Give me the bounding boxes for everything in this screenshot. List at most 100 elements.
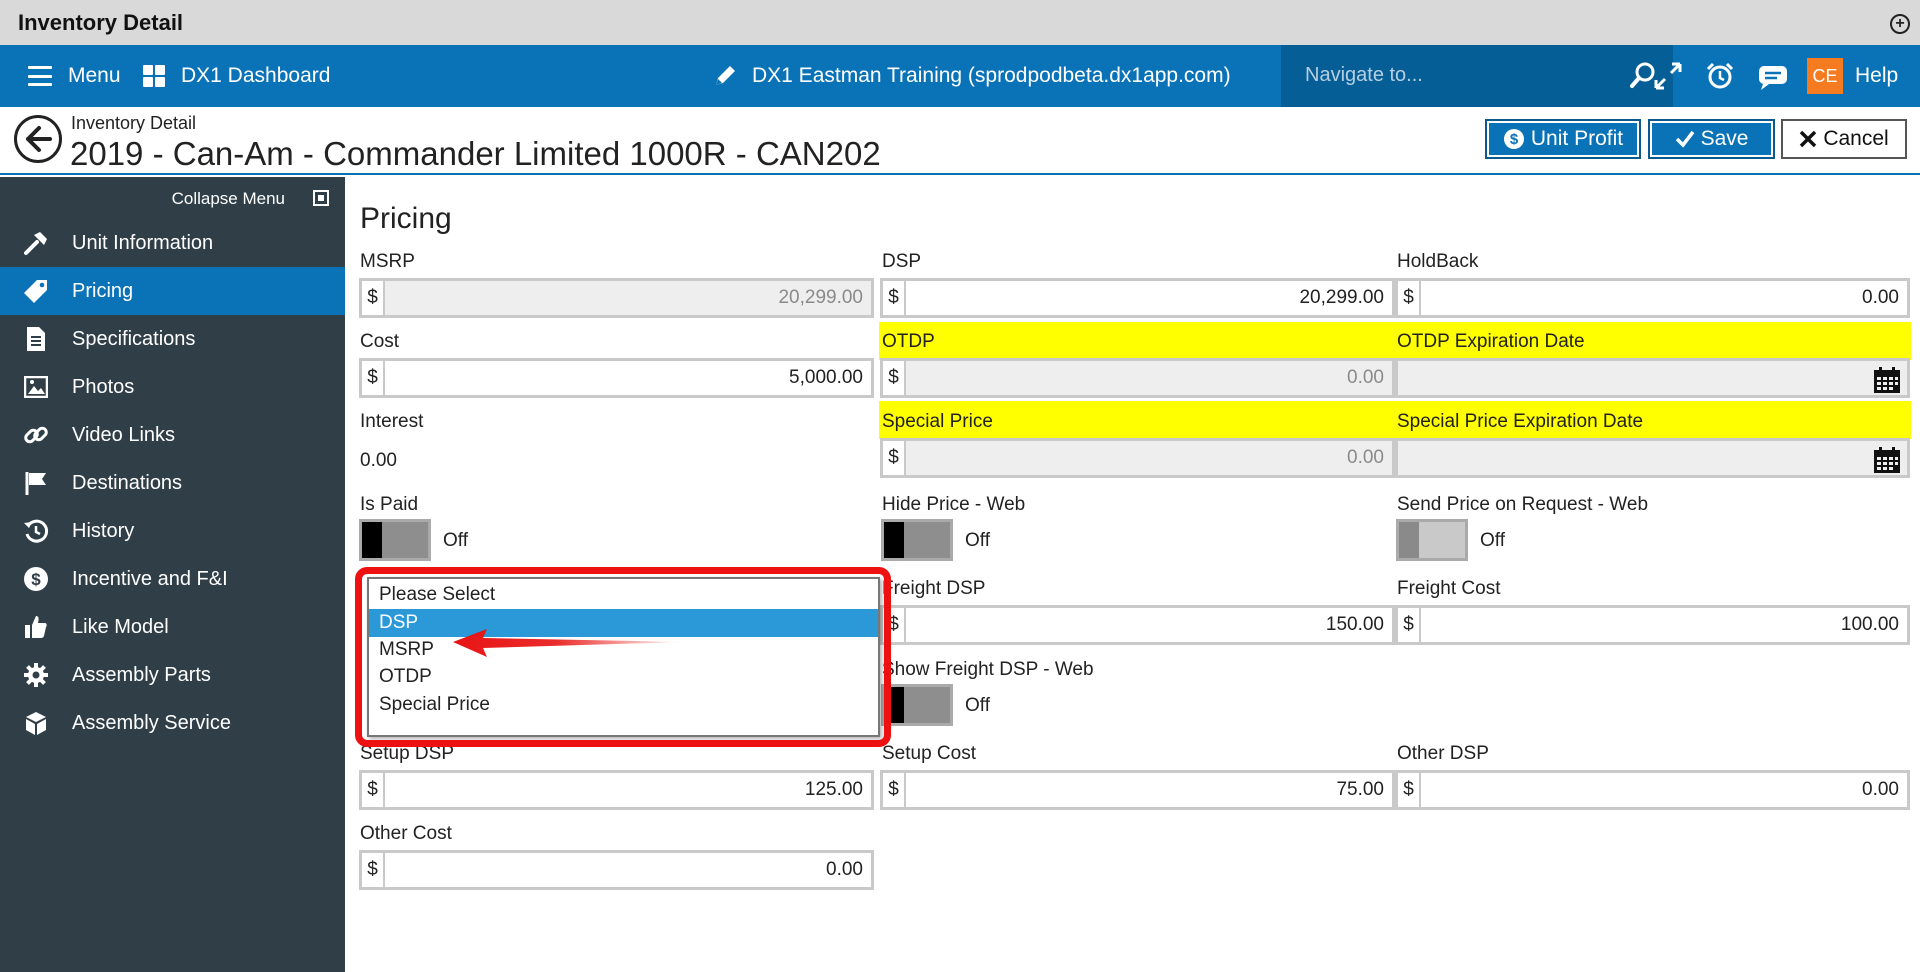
cost-value[interactable]: 5,000.00 — [789, 367, 863, 388]
special-price-value: 0.00 — [906, 441, 1392, 475]
hide-price-web-toggle[interactable] — [881, 519, 953, 561]
sidebar-item-incentive-fi[interactable]: $ Incentive and F&I — [0, 555, 345, 603]
cost-field[interactable]: $ 5,000.00 — [359, 358, 874, 398]
dropdown-option-otdp[interactable]: OTDP — [379, 666, 432, 687]
search-input[interactable]: Navigate to... — [1305, 64, 1423, 86]
box-icon — [23, 710, 49, 736]
currency-symbol: $ — [883, 773, 906, 807]
sidebar-item-specifications[interactable]: Specifications — [0, 315, 345, 363]
other-cost-value[interactable]: 0.00 — [826, 859, 863, 880]
price-select-dropdown[interactable]: Please Select DSP MSRP OTDP Special Pric… — [367, 577, 880, 737]
collapse-icon — [313, 190, 329, 206]
setup-dsp-value[interactable]: 125.00 — [804, 779, 863, 800]
dashboard-link[interactable]: DX1 Dashboard — [143, 45, 330, 107]
sidebar-item-like-model[interactable]: Like Model — [0, 603, 345, 651]
search-icon[interactable] — [1629, 61, 1657, 94]
site-label: DX1 Eastman Training (sprodpodbeta.dx1ap… — [752, 64, 1231, 87]
help-link[interactable]: Help — [1855, 64, 1899, 87]
special-price-expiration-field[interactable] — [1395, 438, 1910, 478]
freight-dsp-field[interactable]: $ 150.00 — [880, 605, 1395, 645]
holdback-field[interactable]: $ 0.00 — [1395, 278, 1910, 318]
window-title: Inventory Detail — [18, 10, 184, 35]
currency-symbol: $ — [362, 281, 385, 315]
add-circle-icon[interactable]: + — [1890, 14, 1910, 34]
holdback-label: HoldBack — [1397, 251, 1479, 272]
setup-cost-value[interactable]: 75.00 — [1336, 779, 1384, 800]
site-link[interactable]: DX1 Eastman Training (sprodpodbeta.dx1ap… — [712, 45, 1231, 107]
sidebar-item-assembly-service[interactable]: Assembly Service — [0, 699, 345, 747]
currency-symbol: $ — [362, 773, 385, 807]
flag-icon — [23, 470, 49, 496]
dropdown-option-dsp[interactable]: DSP — [369, 609, 878, 637]
sidebar-item-label: Destinations — [72, 471, 183, 494]
dropdown-option-please-select[interactable]: Please Select — [379, 584, 496, 605]
freight-cost-field[interactable]: $ 100.00 — [1395, 605, 1910, 645]
pencil-icon — [712, 63, 738, 89]
sidebar-item-assembly-parts[interactable]: Assembly Parts — [0, 651, 345, 699]
document-icon — [23, 326, 49, 352]
sidebar-item-unit-information[interactable]: Unit Information — [0, 219, 345, 267]
calendar-icon[interactable] — [1873, 366, 1901, 399]
top-navbar: Menu DX1 Dashboard DX1 Eastman Training … — [0, 45, 1920, 107]
dsp-label: DSP — [882, 251, 922, 272]
back-button[interactable] — [14, 115, 62, 163]
dropdown-option-special-price[interactable]: Special Price — [379, 694, 490, 715]
is-paid-state: Off — [443, 530, 468, 551]
sidebar-item-label: Photos — [72, 375, 135, 398]
msrp-value: 20,299.00 — [385, 281, 871, 315]
currency-symbol: $ — [1398, 608, 1421, 642]
sidebar-item-history[interactable]: History — [0, 507, 345, 555]
toggle-knob — [1399, 522, 1419, 558]
collapse-menu-button[interactable]: Collapse Menu — [0, 177, 345, 219]
sidebar-item-label: Unit Information — [72, 231, 214, 254]
sidebar-item-photos[interactable]: Photos — [0, 363, 345, 411]
special-price-field: $ 0.00 — [880, 438, 1395, 478]
other-dsp-field[interactable]: $ 0.00 — [1395, 770, 1910, 810]
special-price-expiration-label: Special Price Expiration Date — [1397, 411, 1644, 432]
sidebar-item-pricing[interactable]: Pricing — [0, 267, 345, 315]
sidebar-item-video-links[interactable]: Video Links — [0, 411, 345, 459]
dashboard-label: DX1 Dashboard — [181, 64, 331, 87]
holdback-value[interactable]: 0.00 — [1862, 287, 1899, 308]
msrp-label: MSRP — [360, 251, 415, 272]
currency-symbol: $ — [883, 608, 906, 642]
menu-button[interactable]: Menu — [28, 45, 121, 107]
hide-price-web-label: Hide Price - Web — [882, 494, 1026, 515]
link-icon — [23, 422, 49, 448]
freight-dsp-value[interactable]: 150.00 — [1325, 614, 1384, 635]
send-price-request-toggle[interactable] — [1396, 519, 1468, 561]
dropdown-option-msrp[interactable]: MSRP — [379, 639, 434, 660]
user-avatar[interactable]: CE — [1807, 58, 1843, 94]
dsp-field[interactable]: $ 20,299.00 — [880, 278, 1395, 318]
is-paid-toggle[interactable] — [359, 519, 431, 561]
other-dsp-value[interactable]: 0.00 — [1862, 779, 1899, 800]
save-button[interactable]: Save — [1648, 119, 1775, 159]
navigate-search[interactable]: Navigate to... — [1281, 45, 1673, 107]
sidebar-item-label: Video Links — [72, 423, 176, 446]
other-cost-field[interactable]: $ 0.00 — [359, 850, 874, 890]
chat-icon[interactable] — [1757, 61, 1789, 96]
fullscreen-icon[interactable] — [1653, 61, 1683, 96]
dollar-circle-icon: $ — [23, 566, 49, 592]
setup-dsp-field[interactable]: $ 125.00 — [359, 770, 874, 810]
dsp-value[interactable]: 20,299.00 — [1299, 287, 1384, 308]
freight-cost-value[interactable]: 100.00 — [1840, 614, 1899, 635]
currency-symbol: $ — [883, 441, 906, 475]
otdp-highlight — [879, 322, 1911, 360]
unit-profit-button[interactable]: $ Unit Profit — [1485, 119, 1641, 159]
image-icon — [23, 374, 49, 400]
alarm-clock-icon[interactable] — [1705, 61, 1735, 96]
sidebar-item-destinations[interactable]: Destinations — [0, 459, 345, 507]
otdp-expiration-field[interactable] — [1395, 358, 1910, 398]
cancel-button[interactable]: Cancel — [1781, 119, 1907, 159]
save-label: Save — [1700, 127, 1749, 150]
currency-symbol: $ — [883, 281, 906, 315]
history-icon — [23, 518, 49, 544]
setup-cost-field[interactable]: $ 75.00 — [880, 770, 1395, 810]
checkmark-icon — [1675, 130, 1694, 148]
show-freight-dsp-toggle[interactable] — [881, 684, 953, 726]
section-title: Pricing — [360, 202, 452, 235]
collapse-menu-label: Collapse Menu — [171, 189, 285, 208]
send-price-request-state: Off — [1480, 530, 1505, 551]
calendar-icon[interactable] — [1873, 446, 1901, 479]
